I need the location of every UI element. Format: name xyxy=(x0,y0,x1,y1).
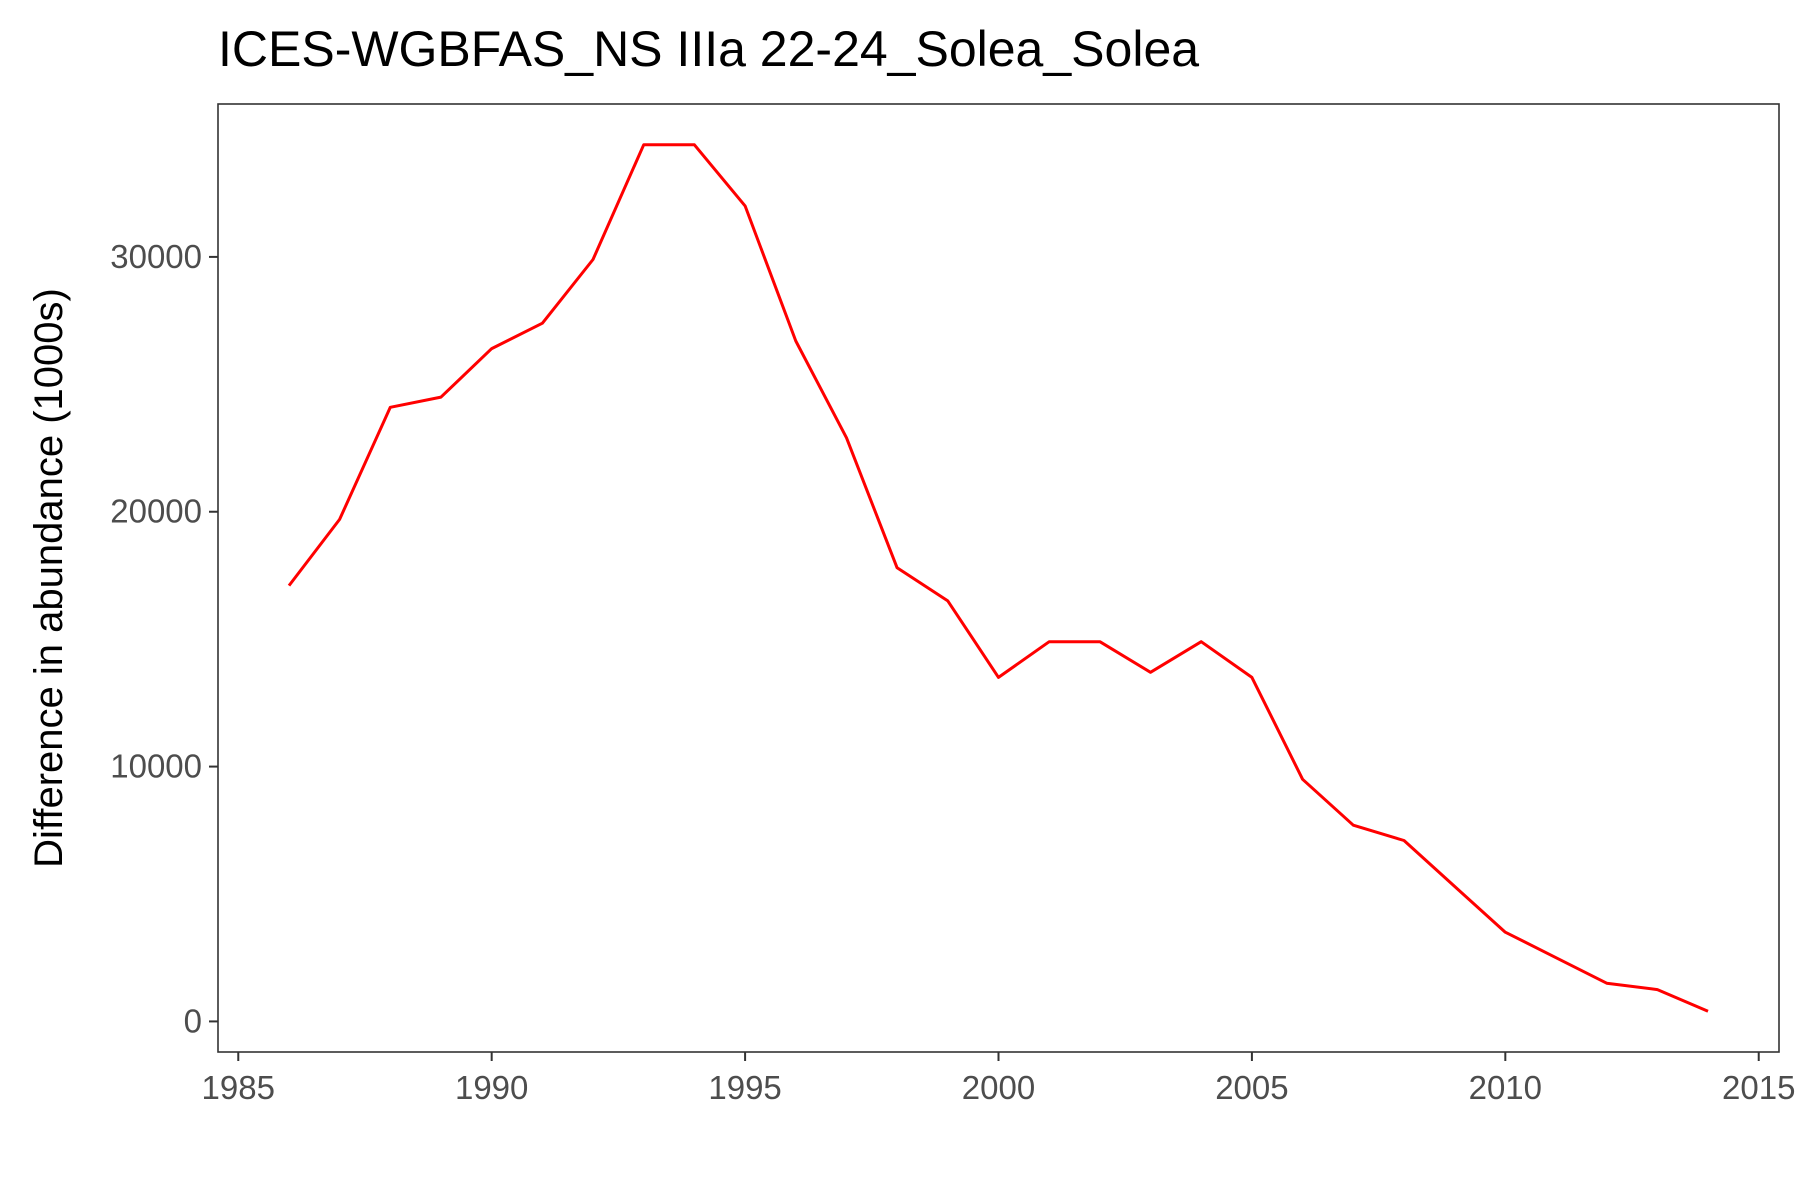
x-tick-label: 1985 xyxy=(202,1069,275,1106)
y-tick-label: 0 xyxy=(184,1002,202,1039)
y-axis-label: Difference in abundance (1000s) xyxy=(27,288,71,868)
x-tick-label: 2015 xyxy=(1722,1069,1795,1106)
y-tick-label: 30000 xyxy=(110,238,202,275)
y-tick-label: 10000 xyxy=(110,748,202,785)
x-tick-label: 2000 xyxy=(962,1069,1035,1106)
x-axis: 1985 1990 1995 2000 2005 2010 2015 xyxy=(202,1052,1795,1106)
chart-title: ICES-WGBFAS_NS IIIa 22-24_Solea_Solea xyxy=(218,21,1199,77)
series-layer xyxy=(287,143,1709,1013)
plot-panel xyxy=(217,103,1780,1053)
x-tick-label: 1995 xyxy=(708,1069,781,1106)
y-axis: 0 10000 20000 30000 xyxy=(110,238,218,1039)
x-tick-label: 2005 xyxy=(1215,1069,1288,1106)
x-tick-label: 1990 xyxy=(455,1069,528,1106)
y-tick-label: 20000 xyxy=(110,493,202,530)
series-line xyxy=(287,143,1709,1013)
x-tick-label: 2010 xyxy=(1469,1069,1542,1106)
